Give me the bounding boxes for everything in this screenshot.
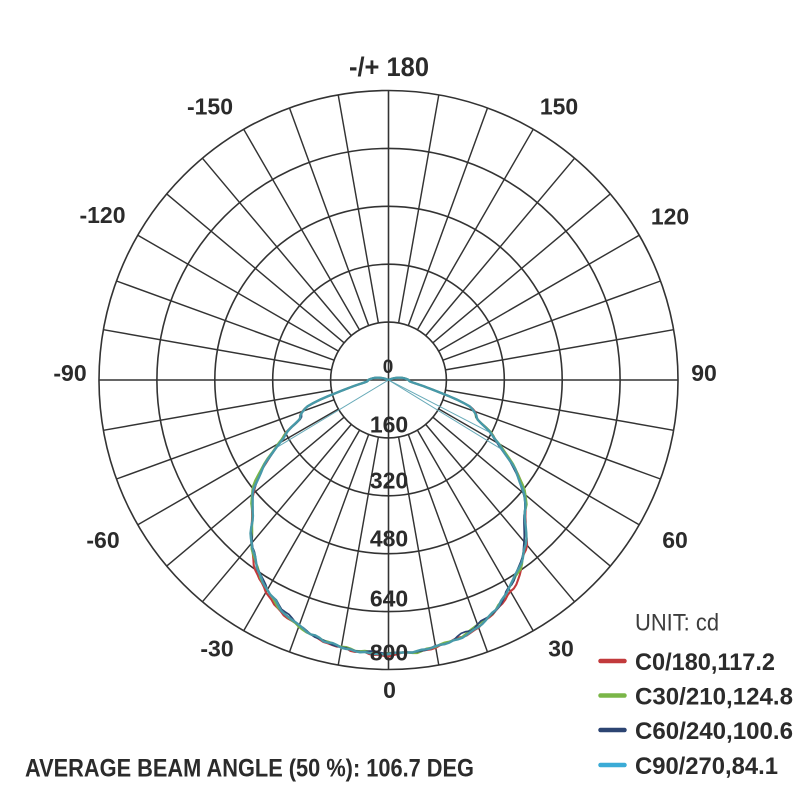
svg-text:-60: -60 — [86, 527, 119, 553]
svg-text:AVERAGE BEAM ANGLE (50 %): 106: AVERAGE BEAM ANGLE (50 %): 106.7 DEG — [25, 755, 474, 783]
svg-text:30: 30 — [548, 635, 574, 661]
svg-text:120: 120 — [651, 203, 689, 229]
svg-text:C30/210,124.8: C30/210,124.8 — [635, 683, 793, 710]
svg-text:90: 90 — [691, 360, 717, 386]
svg-text:150: 150 — [540, 93, 578, 119]
svg-text:800: 800 — [370, 639, 408, 665]
svg-text:-150: -150 — [187, 93, 233, 119]
svg-text:0: 0 — [383, 677, 396, 703]
svg-text:160: 160 — [370, 411, 408, 437]
svg-text:C90/270,84.1: C90/270,84.1 — [635, 753, 778, 780]
svg-text:480: 480 — [370, 525, 408, 551]
svg-text:-90: -90 — [53, 360, 86, 386]
svg-text:640: 640 — [370, 585, 408, 611]
svg-text:-/+ 180: -/+ 180 — [349, 52, 429, 82]
svg-text:-120: -120 — [79, 202, 125, 228]
svg-text:320: 320 — [370, 467, 408, 493]
svg-text:C60/240,100.6: C60/240,100.6 — [635, 718, 793, 745]
svg-text:0: 0 — [383, 357, 394, 378]
svg-text:-30: -30 — [200, 635, 233, 661]
svg-text:UNIT: cd: UNIT: cd — [635, 609, 719, 636]
svg-text:C0/180,117.2: C0/180,117.2 — [635, 649, 775, 676]
svg-text:60: 60 — [662, 527, 688, 553]
